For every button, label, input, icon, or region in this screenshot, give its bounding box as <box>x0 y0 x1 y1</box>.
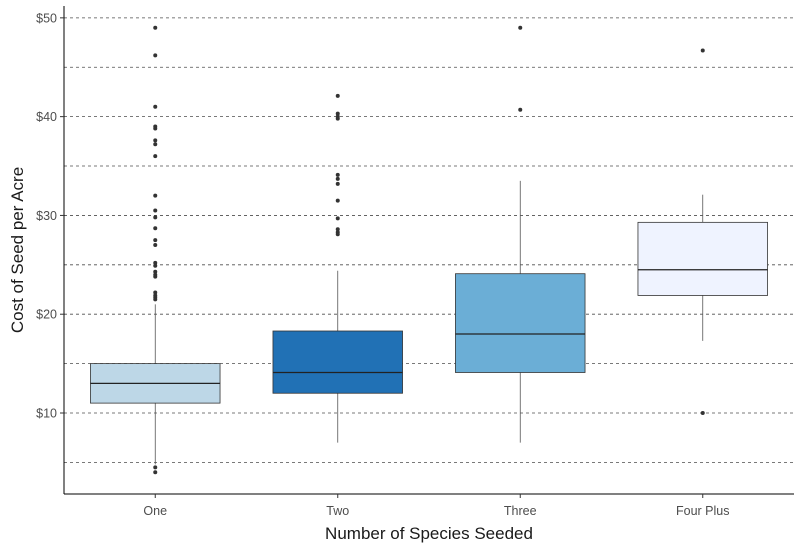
outlier-point <box>335 172 340 177</box>
outlier-point <box>153 297 158 302</box>
outlier-point <box>700 48 705 53</box>
tick-labels: $10 $20 $30 $40 $50 One Two Three Four Plus <box>36 11 729 518</box>
outlier-point <box>700 410 705 415</box>
outlier-point <box>153 25 158 30</box>
outlier-point <box>153 208 158 213</box>
outlier-point <box>518 107 523 112</box>
y-tick-label: $20 <box>36 308 57 322</box>
outlier-point <box>335 111 340 116</box>
outlier-point <box>153 154 158 159</box>
box-iqr <box>455 273 586 373</box>
outlier-point <box>153 226 158 231</box>
outlier-point <box>153 290 158 295</box>
outlier-point <box>335 198 340 203</box>
y-axis-title: Cost of Seed per Acre <box>8 167 27 333</box>
box-iqr <box>637 221 768 296</box>
outlier-point <box>153 238 158 243</box>
y-tick-label: $40 <box>36 110 57 124</box>
x-tick-label: Two <box>326 504 349 518</box>
boxes <box>90 25 768 475</box>
box-group <box>90 25 221 475</box>
y-tick-label: $10 <box>36 406 57 420</box>
outlier-point <box>335 93 340 98</box>
box-iqr <box>272 330 403 394</box>
outlier-point <box>153 142 158 147</box>
x-tick-label: Three <box>504 504 537 518</box>
x-tick-label: Four Plus <box>676 504 730 518</box>
x-axis-title: Number of Species Seeded <box>325 524 533 543</box>
outlier-point <box>153 193 158 198</box>
outlier-point <box>153 274 158 279</box>
outlier-point <box>335 216 340 221</box>
outlier-point <box>153 104 158 109</box>
box-group <box>637 48 768 415</box>
outlier-point <box>153 269 158 274</box>
outlier-point <box>153 263 158 268</box>
outlier-point <box>153 126 158 131</box>
x-tick-label: One <box>143 504 167 518</box>
y-tick-label: $30 <box>36 209 57 223</box>
outlier-point <box>153 243 158 248</box>
box-group <box>272 93 403 443</box>
outlier-point <box>153 53 158 58</box>
outlier-point <box>153 215 158 220</box>
outlier-point <box>153 470 158 475</box>
outlier-point <box>335 232 340 237</box>
outlier-point <box>335 227 340 232</box>
outlier-point <box>153 138 158 143</box>
outlier-point <box>518 25 523 30</box>
outlier-point <box>335 176 340 181</box>
outlier-point <box>335 116 340 121</box>
outlier-point <box>153 260 158 265</box>
outlier-point <box>153 465 158 470</box>
y-tick-label: $50 <box>36 11 57 25</box>
box-group <box>455 25 586 443</box>
outlier-point <box>335 181 340 186</box>
